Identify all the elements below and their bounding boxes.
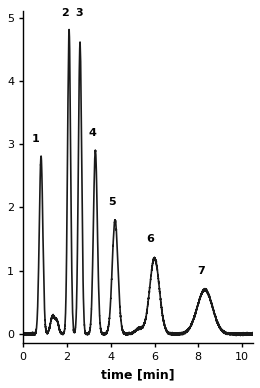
Text: 7: 7 [198, 266, 205, 276]
Text: 2: 2 [61, 8, 69, 17]
Text: 4: 4 [88, 128, 96, 138]
X-axis label: time [min]: time [min] [101, 368, 175, 381]
Text: 3: 3 [76, 8, 83, 17]
Text: 1: 1 [31, 134, 39, 144]
Text: 5: 5 [108, 197, 116, 208]
Text: 6: 6 [146, 234, 154, 244]
